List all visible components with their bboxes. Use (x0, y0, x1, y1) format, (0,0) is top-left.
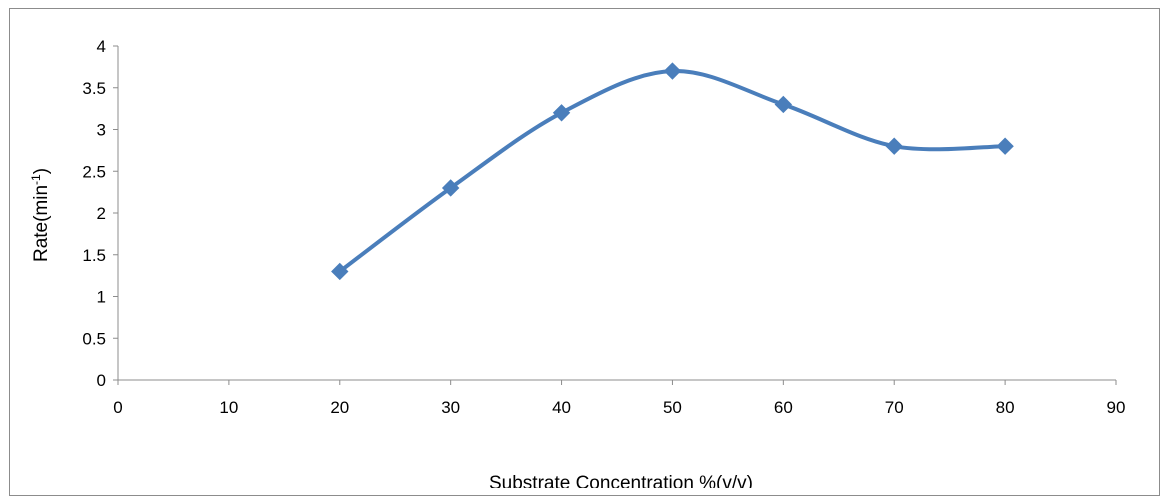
series-layer (331, 62, 1014, 281)
data-point-marker (663, 62, 682, 80)
data-point-marker (774, 95, 793, 114)
y-axis-ticks: 0 0.5 1 1.5 2 2.5 3 3.5 4 (82, 37, 118, 390)
y-tick-label: 1.5 (82, 246, 106, 265)
x-tick-label: 20 (330, 398, 349, 417)
x-tick-label: 10 (219, 398, 238, 417)
data-point-marker (441, 179, 460, 197)
y-tick-label: 2 (97, 204, 106, 223)
x-tick-label: 70 (885, 398, 904, 417)
y-axis-title-base: Rate(min (31, 185, 52, 262)
x-axis-ticks: 0 10 20 30 40 50 60 70 80 90 (113, 380, 1125, 417)
x-tick-label: 30 (441, 398, 460, 417)
y-axis-title-close: ) (31, 168, 52, 174)
axes (117, 46, 1116, 381)
y-tick-label: 2.5 (82, 162, 106, 181)
y-tick-label: 1 (97, 288, 106, 307)
y-tick-label: 0.5 (82, 329, 106, 348)
x-tick-label: 50 (663, 398, 682, 417)
y-axis-title-sup: -1 (29, 174, 43, 185)
x-tick-label: 40 (552, 398, 571, 417)
series-line (337, 69, 1008, 274)
x-tick-label: 80 (996, 398, 1015, 417)
data-point-marker (885, 137, 903, 155)
data-point-marker (331, 262, 349, 281)
x-axis-title: Substrate Concentration %(v/v) (489, 473, 753, 488)
y-axis-title: Rate(min-1) (29, 168, 52, 262)
y-tick-label: 0 (97, 371, 106, 390)
x-tick-label: 60 (774, 398, 793, 417)
data-point-marker (996, 137, 1014, 155)
x-tick-label: 0 (113, 398, 122, 417)
y-tick-label: 4 (97, 37, 106, 56)
y-tick-label: 3 (97, 121, 106, 140)
data-point-marker (552, 104, 571, 122)
y-tick-label: 3.5 (82, 79, 106, 98)
x-tick-label: 90 (1107, 398, 1126, 417)
